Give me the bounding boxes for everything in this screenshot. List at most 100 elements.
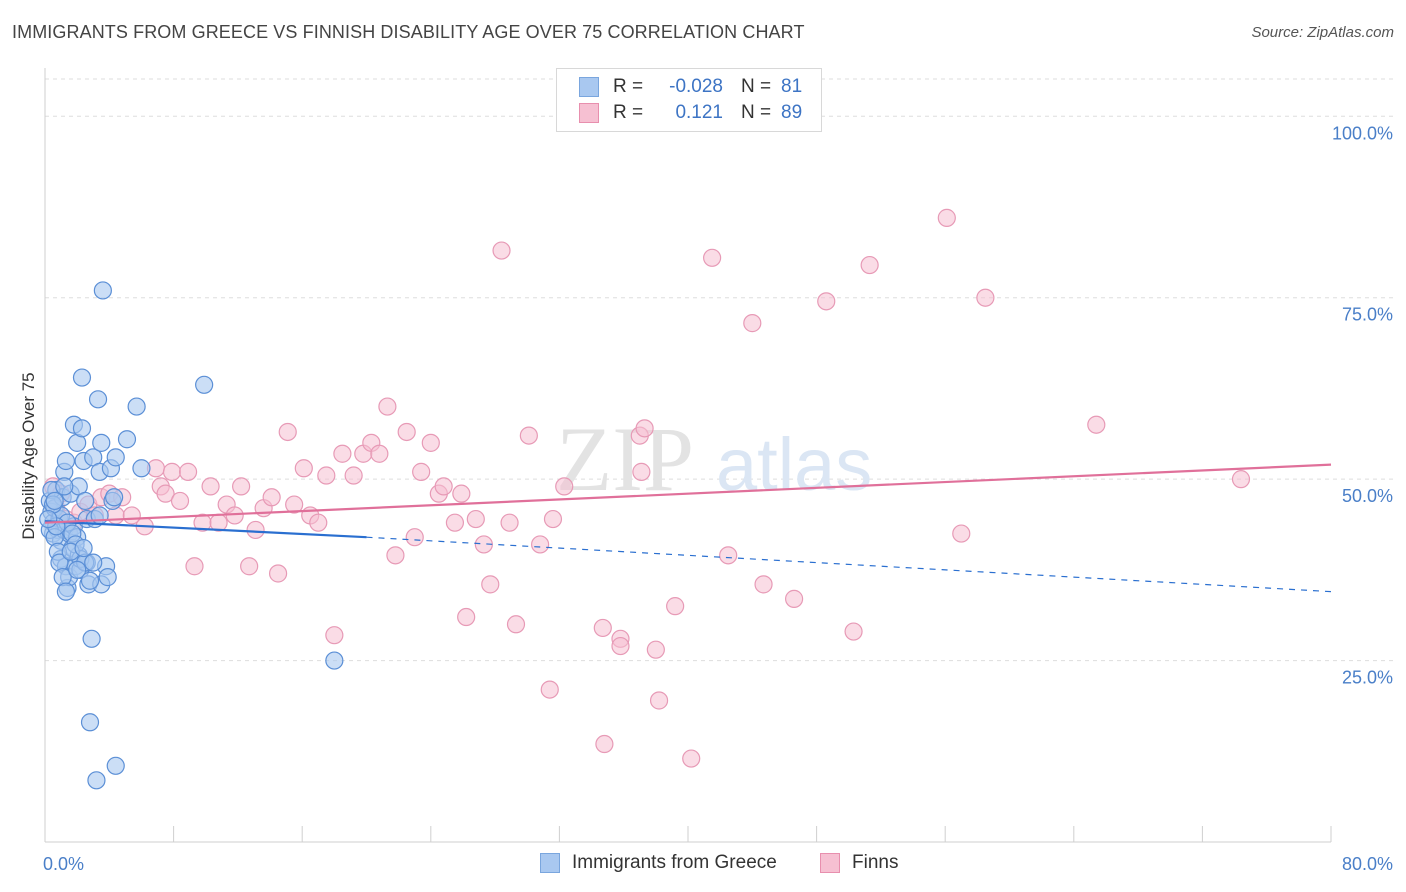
greece-point [45,491,64,511]
finns-point [844,622,863,641]
finns-point [743,314,762,333]
legend-row-greece: R = -0.028 N = 81 [579,75,802,99]
greece-point [195,375,214,394]
greece-point [132,459,151,478]
finns-point [937,208,956,227]
finns-point [386,546,405,565]
finns-point [784,589,804,608]
greece-point [82,629,101,648]
greece-point [106,448,125,467]
finns-point [457,607,476,627]
finns-point [466,509,485,529]
legend-item-finns[interactable]: Finns [820,852,898,874]
finns-point [397,422,416,442]
legend-item-greece[interactable]: Immigrants from Greece [540,852,777,874]
legend-r-value: 0.121 [675,102,723,123]
finns-point [170,491,190,511]
finns-point [860,255,879,275]
greece-point [76,491,95,511]
greece-point [55,477,74,496]
finns-point [649,691,669,710]
finns-point [405,528,424,547]
finns-point [976,288,995,307]
greece-point [56,451,75,471]
finns-point [344,466,363,485]
finns-point [278,422,297,442]
finns-point [1231,470,1251,489]
y-tick-label: 75.0% [1342,305,1393,325]
finns-point [531,535,550,554]
finns-point [285,495,304,514]
greece-point [80,571,100,590]
series-finns-points [43,208,1251,768]
legend-label-finns: Finns [852,852,899,873]
legend-n-label: N = [741,76,772,97]
finns-point [325,626,344,645]
finns-trend [44,463,1332,524]
finns-point [201,477,220,496]
y-tick-label: 25.0% [1342,668,1393,688]
correlation-legend: R = -0.028 N = 81 R = 0.121 N = 89 [556,68,822,132]
finns-point [666,597,685,616]
finns-point [317,466,336,485]
greece-point [80,713,100,732]
finns-point [240,557,259,576]
greece-point [72,368,92,387]
legend-r-label: R = [613,76,644,97]
finns-point [370,444,389,463]
y-tick-label: 50.0% [1342,486,1393,506]
finns-point [646,640,665,659]
y-axis-title: Disability Age Over 75 [19,372,38,539]
greece-point [68,560,87,579]
x-tick-left: 0.0% [43,854,84,874]
legend-swatch-greece [540,853,560,873]
finns-point [682,749,701,768]
watermark: ZIP atlas [556,408,872,510]
finns-point [506,615,526,634]
greece-point [93,281,112,300]
finns-point [445,513,465,532]
finns-point [309,513,328,532]
source-label: Source: ZipAtlas.com [1251,24,1394,41]
greece-point [74,538,93,558]
greece-point [72,419,92,438]
axes [44,68,1332,843]
finns-point [333,444,352,463]
x-tick-right: 80.0% [1342,854,1393,874]
finns-point [593,618,612,638]
finns-point [412,462,431,481]
watermark-zip: ZIP [556,408,694,510]
greece-point [105,488,124,507]
greece-point [127,397,146,416]
greece-point [98,568,117,587]
greece-point [92,433,111,452]
finns-point [555,477,574,496]
legend-row-finns: R = 0.121 N = 89 [579,101,802,125]
finns-point [246,520,265,540]
finns-point [540,680,559,699]
greece-point [87,771,106,790]
finns-point [500,513,519,532]
finns-point [421,433,440,452]
greece-point [106,756,125,775]
finns-point [817,292,836,311]
chart-title: IMMIGRANTS FROM GREECE VS FINNISH DISABI… [12,22,805,42]
finns-point [156,484,175,503]
watermark-atlas: atlas [716,423,872,506]
legend-r-value: -0.028 [669,76,723,97]
finns-point [632,462,651,481]
finns-point [452,484,471,503]
finns-point [754,575,773,594]
finns-point [262,488,281,507]
greece-point [84,553,103,572]
finns-point [635,419,654,438]
finns-point [378,397,397,416]
finns-point [162,462,182,481]
greece-trend-dashed [366,536,1332,593]
finns-point [185,557,204,576]
finns-point [1087,415,1106,434]
finns-point [703,248,722,267]
finns-point [434,477,453,496]
trend-lines [44,463,1332,593]
